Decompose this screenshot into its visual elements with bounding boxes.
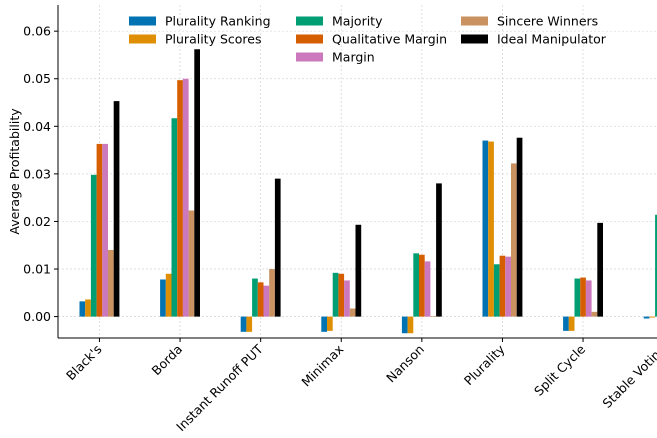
bar xyxy=(591,311,598,317)
bar xyxy=(188,210,195,317)
bar xyxy=(580,277,586,317)
bar xyxy=(585,280,592,317)
x-tick-label: Stable Voting xyxy=(599,342,657,411)
bar xyxy=(327,316,333,331)
bar xyxy=(488,141,494,317)
bar xyxy=(90,174,97,317)
bar xyxy=(355,224,362,317)
bar xyxy=(413,253,419,317)
bar xyxy=(574,278,581,317)
y-tick-label: 0.05 xyxy=(23,71,51,86)
legend-label: Qualitative Margin xyxy=(332,32,447,47)
legend-swatch xyxy=(461,16,488,26)
y-axis-label: Average Profitability xyxy=(7,108,22,235)
x-tick-label: Minimax xyxy=(298,342,346,390)
legend-label: Plurality Ranking xyxy=(165,14,271,29)
bar xyxy=(85,299,91,317)
legend-swatch xyxy=(296,34,323,44)
bar xyxy=(171,118,178,317)
bar xyxy=(505,256,511,317)
y-tick-label: 0.04 xyxy=(23,119,51,134)
bar xyxy=(649,316,656,318)
y-ticks: 0.00 0.01 0.02 0.03 0.04 0.05 0.06 xyxy=(23,24,58,324)
x-tick-label: Black's xyxy=(63,342,105,384)
bar xyxy=(102,143,108,317)
bar xyxy=(257,282,264,317)
bar xyxy=(424,261,431,317)
bar xyxy=(655,214,657,317)
y-tick-label: 0.00 xyxy=(23,309,51,324)
legend-swatch xyxy=(296,52,323,62)
y-tick-label: 0.03 xyxy=(23,166,51,181)
x-tick-label: Borda xyxy=(149,342,186,379)
legend-label: Ideal Manipulator xyxy=(497,32,607,47)
bar xyxy=(419,254,425,317)
bar xyxy=(194,49,200,317)
bar xyxy=(482,140,489,317)
bar xyxy=(113,101,120,317)
bar xyxy=(563,316,569,331)
y-tick-label: 0.01 xyxy=(23,262,51,277)
legend-swatch xyxy=(461,34,488,44)
bar xyxy=(493,264,500,317)
bar xyxy=(436,183,442,317)
bar xyxy=(516,137,523,317)
bar-layer xyxy=(79,49,657,334)
bar xyxy=(79,301,86,317)
y-tick-label: 0.06 xyxy=(23,24,51,39)
bar xyxy=(597,222,603,317)
bar xyxy=(246,316,253,332)
bar xyxy=(321,316,327,332)
bar xyxy=(568,316,575,331)
bar xyxy=(643,316,650,319)
bar xyxy=(332,272,339,317)
x-tick-label: Nanson xyxy=(383,342,427,386)
x-tick-label: Plurality xyxy=(461,341,508,388)
bar xyxy=(499,255,506,317)
bar xyxy=(511,163,517,317)
bar xyxy=(269,269,275,317)
bar xyxy=(252,278,258,317)
bar xyxy=(177,80,183,317)
bar xyxy=(108,249,114,317)
legend-swatch xyxy=(296,16,323,26)
bar xyxy=(165,273,172,317)
bar xyxy=(160,279,166,317)
legend-swatch xyxy=(129,34,156,44)
bar xyxy=(182,78,189,317)
bar xyxy=(401,316,408,334)
bar xyxy=(344,280,350,317)
x-tick-label: Instant Runoff PUT xyxy=(173,341,266,434)
bar xyxy=(240,316,247,332)
legend: Plurality Ranking Majority Sincere Winners… xyxy=(129,14,607,65)
axes xyxy=(57,5,657,339)
legend-label: Majority xyxy=(332,14,383,29)
bar xyxy=(96,143,103,317)
legend-swatch xyxy=(129,16,156,26)
bar xyxy=(263,285,270,317)
y-tick-label: 0.02 xyxy=(23,214,51,229)
bar xyxy=(407,316,414,334)
legend-label: Margin xyxy=(332,50,375,65)
bar xyxy=(349,308,356,317)
legend-label: Sincere Winners xyxy=(497,14,598,29)
legend-label: Plurality Scores xyxy=(165,32,261,47)
bar xyxy=(338,273,345,317)
bar xyxy=(430,316,437,317)
bar xyxy=(274,178,281,317)
x-tick-label: Split Cycle xyxy=(531,341,588,398)
